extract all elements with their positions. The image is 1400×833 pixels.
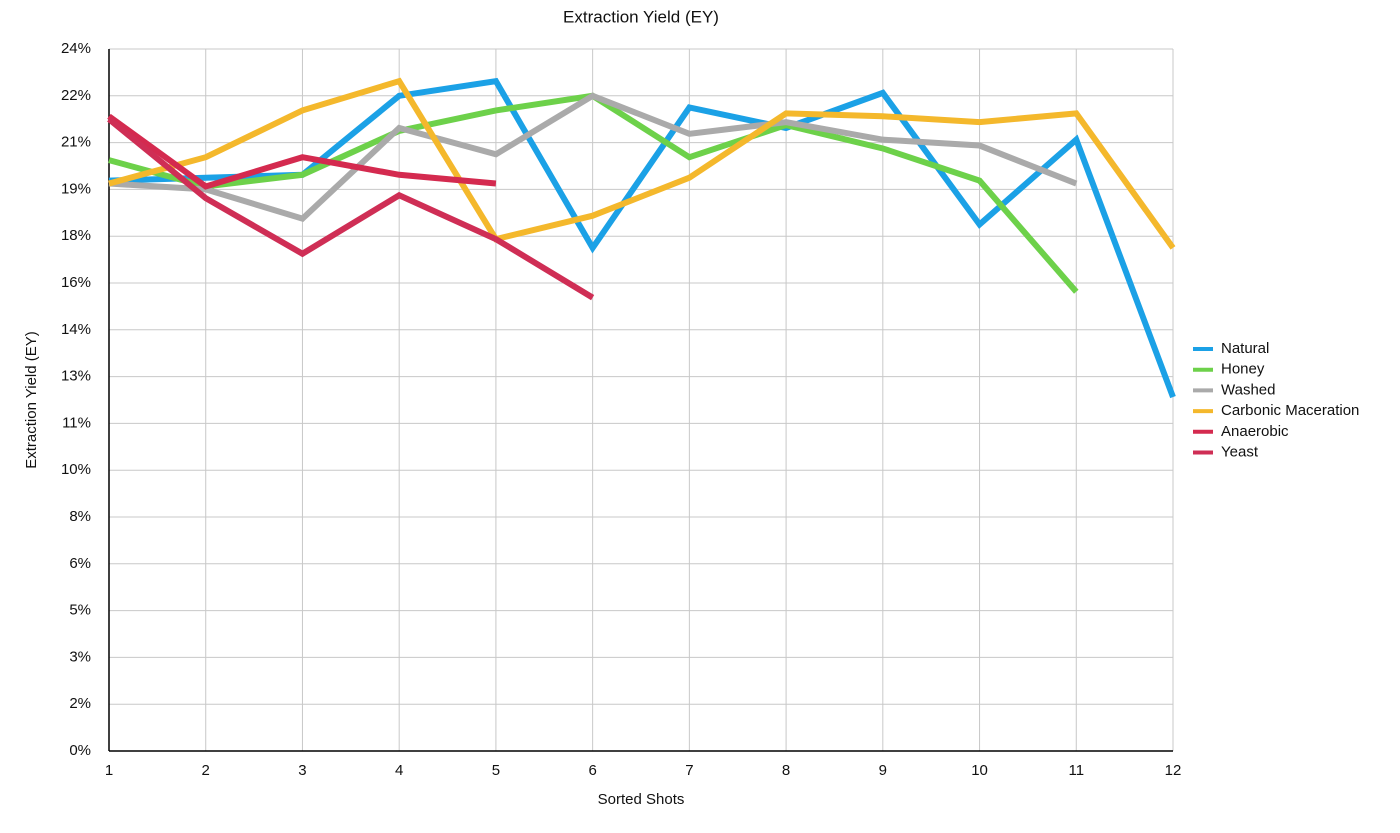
x-tick-label: 8 — [782, 762, 790, 779]
legend-label: Yeast — [1221, 443, 1259, 460]
x-tick-label: 4 — [395, 762, 403, 779]
x-tick-label: 11 — [1068, 762, 1084, 779]
series-line — [108, 77, 1176, 250]
series-line — [107, 116, 595, 301]
x-tick-label: 1 — [105, 762, 113, 779]
x-tick-label: 9 — [879, 762, 887, 779]
legend-label: Anaerobic — [1221, 423, 1289, 440]
y-tick-label: 19% — [61, 180, 91, 197]
legend-label: Honey — [1221, 361, 1265, 378]
x-tick-label: 5 — [492, 762, 500, 779]
y-tick-label: 2% — [69, 695, 91, 712]
y-tick-label: 13% — [61, 368, 91, 385]
x-tick-label: 12 — [1165, 762, 1182, 779]
legend-label: Carbonic Maceration — [1221, 402, 1359, 419]
y-tick-label: 24% — [61, 40, 91, 57]
y-tick-label: 3% — [69, 648, 91, 665]
y-axis-label: Extraction Yield (EY) — [23, 331, 40, 469]
x-tick-label: 6 — [588, 762, 596, 779]
y-tick-label: 8% — [69, 508, 91, 525]
y-tick-label: 21% — [61, 134, 91, 151]
x-tick-label: 10 — [971, 762, 988, 779]
legend-label: Washed — [1221, 381, 1275, 398]
y-tick-label: 22% — [61, 87, 91, 104]
series-line — [107, 113, 497, 190]
y-tick-label: 6% — [69, 555, 91, 572]
x-tick-label: 7 — [685, 762, 693, 779]
y-tick-label: 11% — [62, 414, 91, 431]
series-line — [108, 92, 1078, 223]
y-tick-label: 0% — [69, 742, 91, 759]
legend-label: Natural — [1221, 340, 1269, 357]
y-tick-label: 10% — [61, 461, 91, 478]
x-tick-label: 3 — [298, 762, 306, 779]
y-tick-label: 5% — [69, 602, 91, 619]
chart-title: Extraction Yield (EY) — [563, 7, 719, 26]
y-tick-label: 18% — [61, 227, 91, 244]
x-tick-label: 2 — [202, 762, 210, 779]
y-tick-label: 14% — [61, 321, 91, 338]
x-axis-label: Sorted Shots — [598, 791, 685, 808]
y-tick-label: 16% — [61, 274, 91, 291]
